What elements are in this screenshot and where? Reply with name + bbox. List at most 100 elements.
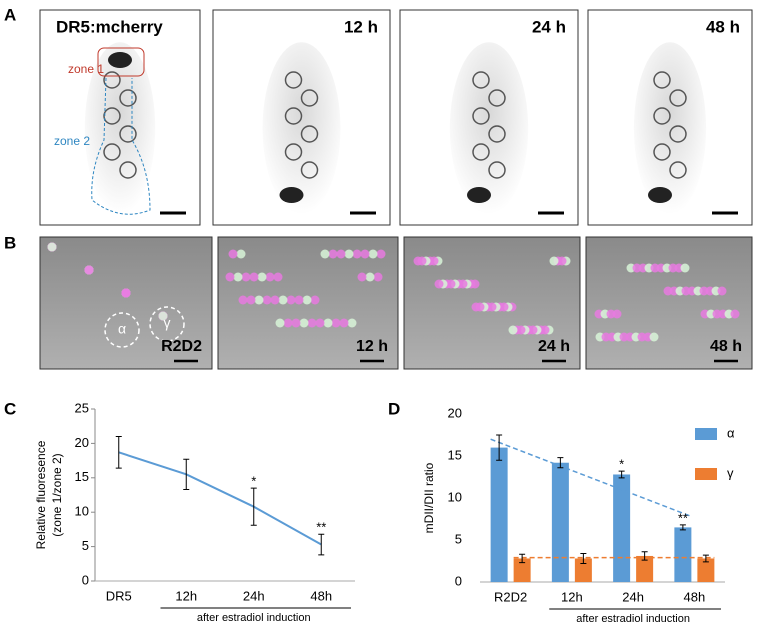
y-axis-label: Relative fluoresence	[34, 440, 48, 549]
cell	[119, 89, 137, 107]
nucleus	[278, 295, 288, 305]
nucleus	[323, 318, 333, 328]
error-bar	[702, 554, 709, 563]
signal	[467, 187, 491, 203]
image-label: 24 h	[538, 338, 570, 355]
nucleus	[352, 249, 362, 259]
cell	[653, 143, 671, 161]
root-tissue	[633, 42, 707, 215]
region-label: α	[118, 321, 126, 337]
legend-label: γ	[727, 465, 734, 480]
bar	[490, 447, 508, 582]
nucleus	[238, 295, 248, 305]
panel-label: C	[4, 399, 16, 418]
nucleus	[307, 318, 317, 328]
y-tick-label: 5	[455, 531, 462, 546]
signal	[108, 52, 132, 68]
cell	[653, 71, 671, 89]
x-tick-label: DR5	[106, 588, 132, 603]
nucleus	[344, 249, 354, 259]
zone-label: zone 1	[68, 62, 104, 76]
annotation: **	[316, 520, 326, 535]
nucleus	[680, 263, 690, 273]
cell	[284, 107, 303, 125]
image-label: DR5:mcherry	[56, 17, 163, 36]
error-bar	[496, 434, 503, 461]
image-label: 12 h	[344, 17, 378, 36]
zone-outline	[97, 47, 145, 77]
group-label: after estradiol induction	[576, 613, 690, 625]
error-bar	[557, 457, 564, 469]
error-bar	[250, 487, 257, 526]
error-bar	[580, 552, 587, 565]
signal	[279, 187, 304, 203]
y-tick-label: 20	[448, 405, 462, 420]
bar	[551, 462, 569, 582]
nucleus	[376, 249, 386, 259]
nucleus	[549, 256, 559, 266]
y-axis-label: (zone 1/zone 2)	[50, 453, 64, 536]
annotation: **	[678, 510, 688, 525]
nucleus	[612, 309, 622, 319]
nucleus	[249, 272, 259, 282]
x-tick-label: 12h	[561, 589, 583, 604]
cell	[669, 125, 687, 143]
nucleus	[291, 318, 301, 328]
nucleus	[262, 295, 272, 305]
image-label: 48 h	[706, 17, 740, 36]
nucleus	[283, 318, 293, 328]
image-label: 12 h	[356, 338, 388, 355]
trend-line	[490, 438, 692, 518]
nucleus	[286, 295, 296, 305]
error-bar	[115, 436, 122, 469]
error-bar	[679, 524, 686, 531]
root-tissue	[449, 42, 529, 215]
cell	[119, 161, 137, 179]
nucleus	[84, 265, 94, 275]
x-tick-label: 48h	[310, 588, 332, 603]
nucleus	[357, 272, 367, 282]
cell	[669, 161, 687, 179]
error-bar	[318, 533, 325, 556]
zone-outline	[91, 77, 151, 215]
panel-label: B	[4, 233, 16, 252]
x-tick-label: 48h	[684, 589, 706, 604]
y-tick-label: 5	[82, 538, 89, 553]
nucleus	[328, 249, 338, 259]
cell	[103, 71, 121, 89]
error-bar	[641, 551, 648, 561]
nucleus	[649, 332, 659, 342]
cell	[300, 161, 319, 179]
bar	[697, 558, 715, 582]
nucleus	[233, 272, 243, 282]
nucleus	[241, 272, 251, 282]
nucleus	[225, 272, 235, 282]
nucleus	[347, 318, 357, 328]
nucleus	[273, 272, 283, 282]
line	[118, 451, 322, 546]
x-tick-label: 12h	[175, 588, 197, 603]
cell	[284, 143, 303, 161]
nucleus	[236, 249, 246, 259]
error-bar	[519, 553, 526, 564]
cell	[103, 143, 121, 161]
nucleus	[413, 256, 423, 266]
image-label: 24 h	[532, 17, 566, 36]
root-tissue	[262, 42, 341, 215]
nucleus	[320, 249, 330, 259]
region-outline	[149, 306, 185, 342]
nucleus	[336, 249, 346, 259]
x-tick-label: R2D2	[494, 589, 527, 604]
nucleus	[310, 295, 320, 305]
cell	[653, 107, 671, 125]
cell	[488, 161, 506, 179]
error-bar	[183, 458, 190, 490]
y-tick-label: 10	[75, 504, 89, 519]
nucleus	[373, 272, 383, 282]
image-label: R2D2	[161, 338, 202, 355]
cell	[300, 125, 319, 143]
cell	[300, 89, 319, 107]
zone-label: zone 2	[54, 134, 90, 148]
error-bar	[618, 470, 625, 479]
